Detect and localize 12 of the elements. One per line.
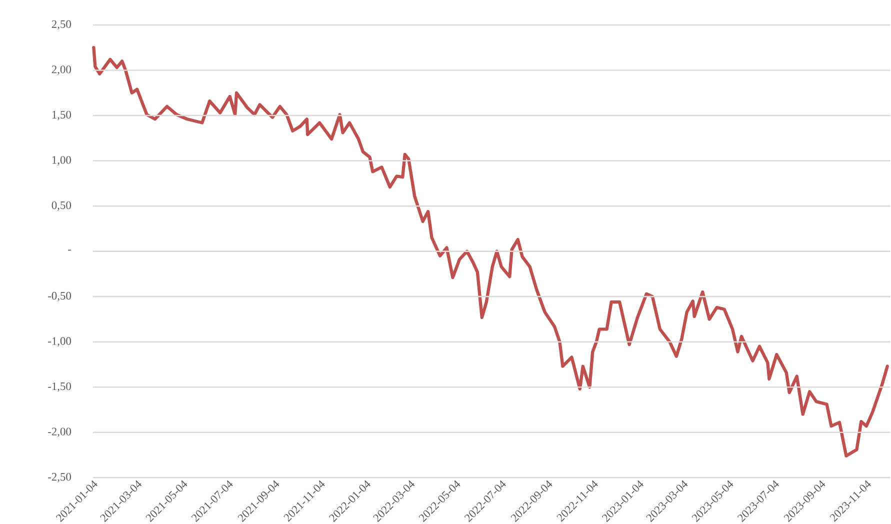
y-tick-label: - <box>68 250 72 251</box>
y-tick-label: 1,00 <box>52 156 71 166</box>
y-tick-label: 2,50 <box>52 20 71 30</box>
y-tick-label: -2,00 <box>48 428 71 438</box>
y-tick-label: -1,00 <box>48 337 71 347</box>
y-tick-label: 2,00 <box>52 66 71 75</box>
line-series <box>92 46 889 458</box>
y-tick-label: 1,50 <box>52 110 71 120</box>
y-tick-label: 0,50 <box>52 201 71 211</box>
y-tick-label: -0,50 <box>48 292 71 302</box>
y-tick-label: -2,50 <box>48 472 71 482</box>
y-tick-label: -1,50 <box>48 382 71 392</box>
